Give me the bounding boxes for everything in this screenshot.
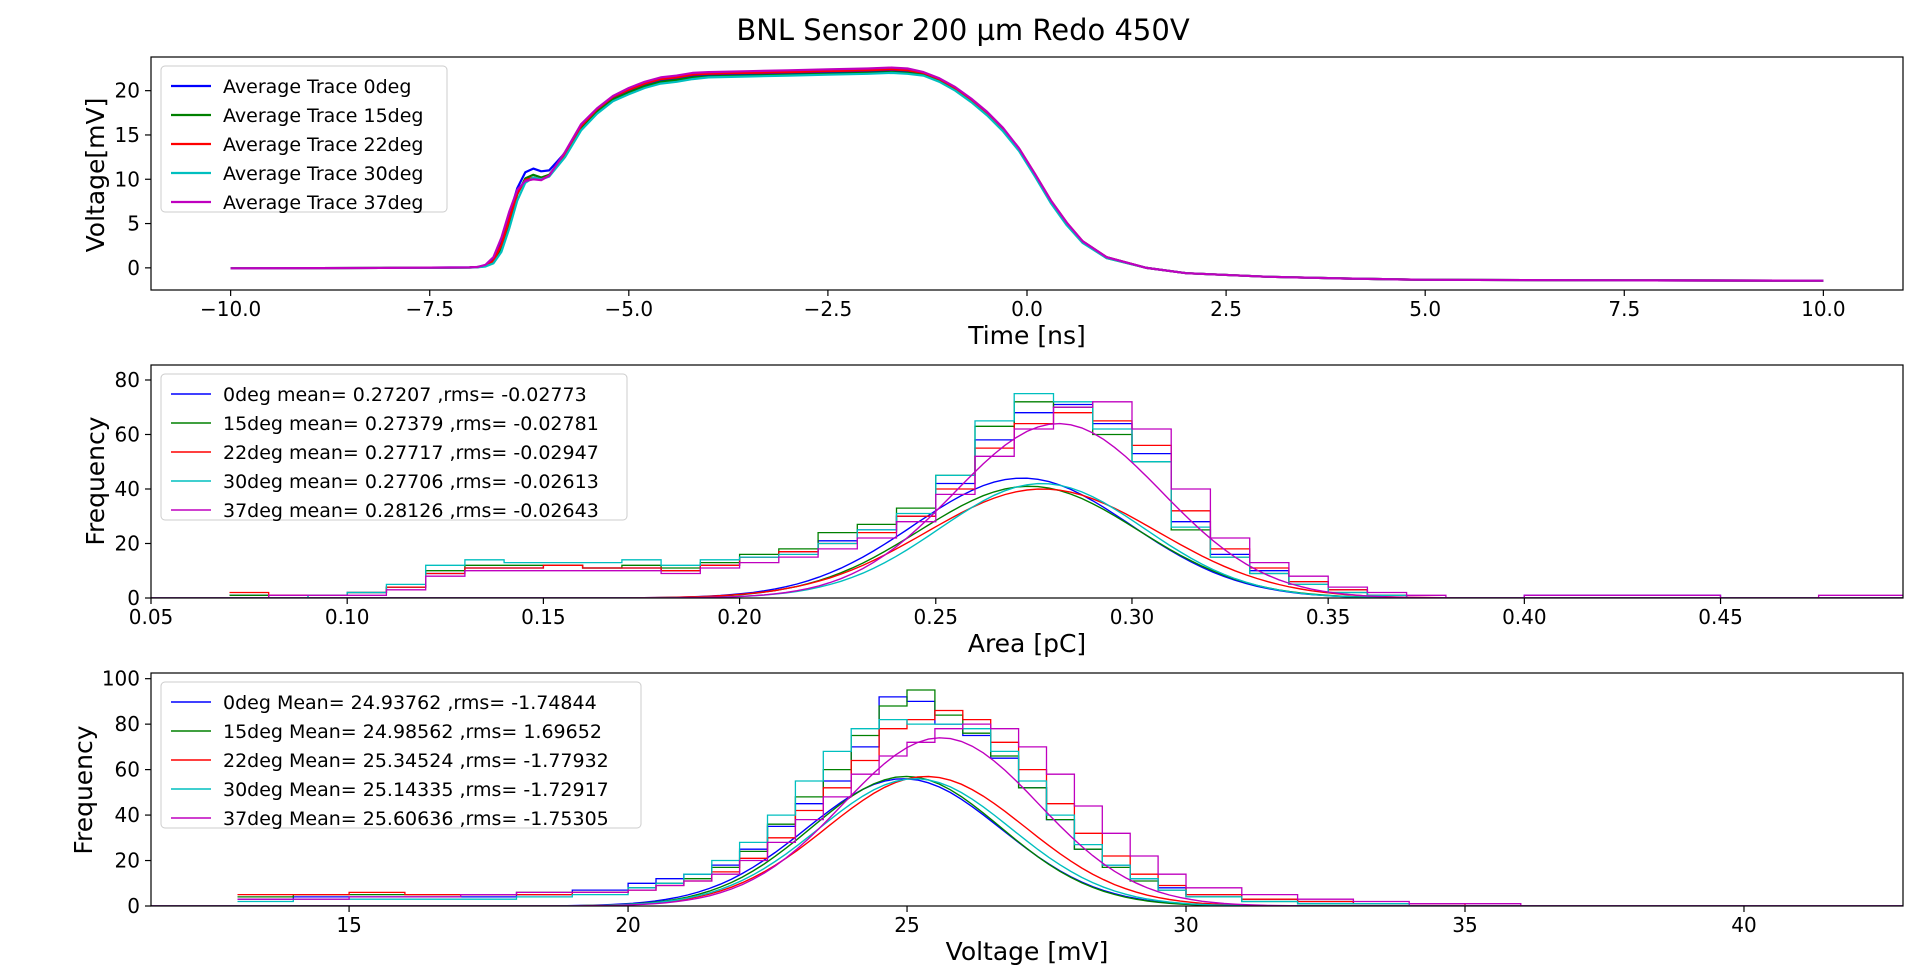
legend-label: Average Trace 0deg (223, 76, 411, 98)
x-tick-label: 0.10 (325, 605, 370, 629)
y-tick-label: 100 (102, 667, 140, 691)
x-tick-label: 10.0 (1801, 297, 1846, 321)
y-tick-label: 0 (127, 256, 140, 280)
panel-trace-xlabel: Time [ns] (967, 321, 1086, 350)
legend-label: Average Trace 22deg (223, 134, 424, 156)
y-tick-label: 60 (115, 758, 140, 782)
x-tick-label: 7.5 (1608, 297, 1640, 321)
x-tick-label: 5.0 (1409, 297, 1441, 321)
x-tick-label: 20 (615, 913, 640, 937)
x-tick-label: 0.15 (521, 605, 566, 629)
panel-area-legend: 0deg mean= 0.27207 ,rms= -0.02773 15deg m… (161, 374, 627, 522)
legend-label: 22deg Mean= 25.34524 ,rms= -1.77932 (223, 750, 609, 772)
panel-area-ylabel: Frequency (81, 416, 110, 545)
x-tick-label: 25 (894, 913, 919, 937)
x-tick-label: −10.0 (200, 297, 261, 321)
y-tick-label: 80 (115, 368, 140, 392)
panel-voltage-ylabel: Frequency (69, 725, 98, 854)
y-tick-label: 20 (115, 531, 140, 555)
y-tick-label: 60 (115, 422, 140, 446)
y-tick-label: 0 (127, 586, 140, 610)
legend-label: Average Trace 30deg (223, 163, 424, 185)
y-tick-label: 40 (115, 477, 140, 501)
x-tick-label: −2.5 (804, 297, 853, 321)
legend-label: 15deg Mean= 24.98562 ,rms= 1.69652 (223, 721, 602, 743)
y-tick-label: 40 (115, 803, 140, 827)
x-tick-label: 0.30 (1110, 605, 1155, 629)
legend-label: 37deg mean= 0.28126 ,rms= -0.02643 (223, 500, 599, 522)
x-tick-label: 30 (1173, 913, 1198, 937)
y-tick-label: 0 (127, 894, 140, 918)
x-tick-label: 0.20 (717, 605, 762, 629)
panel-area-xlabel: Area [pC] (968, 629, 1086, 658)
legend-label: 0deg mean= 0.27207 ,rms= -0.02773 (223, 384, 587, 406)
x-tick-label: 0.35 (1306, 605, 1351, 629)
y-tick-label: 5 (127, 212, 140, 236)
legend-label: 22deg mean= 0.27717 ,rms= -0.02947 (223, 442, 599, 464)
x-tick-label: 0.25 (914, 605, 959, 629)
y-tick-label: 20 (115, 79, 140, 103)
y-tick-label: 10 (115, 167, 140, 191)
x-tick-label: 35 (1452, 913, 1477, 937)
legend-label: 0deg Mean= 24.93762 ,rms= -1.74844 (223, 692, 597, 714)
panel-trace-legend: Average Trace 0deg Average Trace 15deg Ave… (161, 66, 447, 214)
legend-label: 30deg Mean= 25.14335 ,rms= -1.72917 (223, 779, 609, 801)
legend-label: Average Trace 15deg (223, 105, 424, 127)
y-tick-label: 20 (115, 849, 140, 873)
panel-voltage-legend: 0deg Mean= 24.93762 ,rms= -1.74844 15deg … (161, 682, 641, 830)
panel-trace-ylabel: Voltage[mV] (81, 98, 110, 253)
legend-label: 30deg mean= 0.27706 ,rms= -0.02613 (223, 471, 599, 493)
x-tick-label: 2.5 (1210, 297, 1242, 321)
legend-label: 37deg Mean= 25.60636 ,rms= -1.75305 (223, 808, 609, 830)
x-tick-label: 0.0 (1011, 297, 1043, 321)
y-tick-label: 80 (115, 712, 140, 736)
legend-label: 15deg mean= 0.27379 ,rms= -0.02781 (223, 413, 599, 435)
y-tick-label: 15 (115, 123, 140, 147)
x-tick-label: 0.40 (1502, 605, 1547, 629)
x-tick-label: −7.5 (405, 297, 454, 321)
figure-title: BNL Sensor 200 µm Redo 450V (736, 13, 1189, 47)
legend-label: Average Trace 37deg (223, 192, 424, 214)
x-tick-label: −5.0 (605, 297, 654, 321)
x-tick-label: 40 (1731, 913, 1756, 937)
x-tick-label: 15 (336, 913, 361, 937)
x-tick-label: 0.45 (1698, 605, 1743, 629)
panel-voltage-xlabel: Voltage [mV] (946, 937, 1109, 966)
